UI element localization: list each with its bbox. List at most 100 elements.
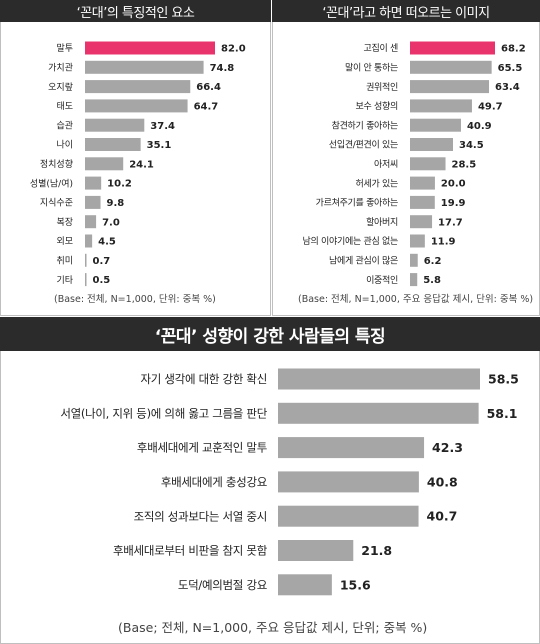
- traits-bar: [85, 273, 87, 287]
- traits-category-label: 성별(남/여): [30, 177, 73, 189]
- people-base-note: (Base; 전체, N=1,000, 주요 응답값 제시, 단위; 중복 %): [118, 620, 428, 635]
- image-bar: [410, 195, 435, 209]
- people-category-label: 후배세대에게 교훈적인 말투: [137, 441, 267, 455]
- image-category-label: 보수 성향의: [356, 100, 398, 112]
- people-value-label: 40.8: [427, 474, 458, 489]
- image-category-label: 할아버지: [366, 217, 398, 228]
- traits-bar: [85, 41, 215, 55]
- traits-bar: [85, 253, 87, 267]
- traits-bar: [85, 80, 191, 94]
- people-bar-chart: 자기 생각에 대한 강한 확신 58.5 서열(나이, 지위 등)에 의해 옳고 그…: [60, 368, 519, 596]
- image-value-label: 11.9: [431, 237, 456, 248]
- traits-bar: [85, 215, 97, 229]
- people-bar: [278, 471, 419, 493]
- traits-bar: [85, 118, 145, 132]
- people-bar: [278, 505, 419, 527]
- traits-category-label: 태도: [56, 101, 73, 112]
- people-category-label: 자기 생각에 대한 강한 확신: [140, 372, 267, 386]
- image-bar-chart: 고집이 센 68.2 말이 안 통하는 65.5 권위적인 63.4 보수 성향의 49.7 참…: [303, 41, 526, 286]
- traits-value-label: 66.4: [196, 82, 221, 93]
- traits-value-label: 7.0: [102, 217, 120, 228]
- traits-value-label: 37.4: [150, 121, 175, 132]
- image-category-label: 남에게 관심이 많은: [329, 256, 398, 267]
- image-value-label: 19.9: [441, 198, 466, 209]
- image-category-label: 허세가 있는: [356, 177, 398, 189]
- traits-category-label: 오지랖: [48, 81, 73, 93]
- traits-value-label: 0.7: [93, 256, 111, 267]
- image-value-label: 5.8: [423, 275, 441, 286]
- people-category-label: 도덕/예의범절 강요: [178, 578, 267, 592]
- traits-bar: [85, 195, 101, 209]
- image-bar: [410, 157, 446, 171]
- traits-value-label: 10.2: [107, 179, 132, 190]
- people-chart-panel: ‘꼰대’ 성향이 강한 사람들의 특징 자기 생각에 대한 강한 확신 58.5 서…: [0, 317, 540, 644]
- image-value-label: 63.4: [495, 82, 520, 93]
- people-bar: [278, 402, 479, 424]
- traits-bar: [85, 138, 141, 151]
- image-value-label: 65.5: [498, 63, 523, 74]
- image-bar: [410, 176, 435, 190]
- people-bar: [278, 368, 480, 390]
- traits-value-label: 9.8: [107, 198, 125, 209]
- image-bar: [410, 138, 453, 151]
- image-value-label: 40.9: [467, 121, 492, 132]
- traits-base-note: (Base: 전체, N=1,000, 단위: 중복 %): [54, 294, 216, 305]
- traits-value-label: 35.1: [147, 140, 172, 151]
- traits-value-label: 0.5: [93, 275, 111, 286]
- image-value-label: 49.7: [478, 102, 503, 113]
- people-bar: [278, 540, 354, 561]
- traits-value-label: 74.8: [210, 63, 235, 74]
- image-category-label: 가르쳐주기를 좋아하는: [316, 197, 398, 209]
- image-chart-panel: ‘꼰대’라고 하면 떠오르는 이미지 고집이 센 68.2 말이 안 통하는 65.5…: [272, 0, 540, 316]
- people-value-label: 42.3: [432, 440, 463, 455]
- traits-category-label: 나이: [56, 140, 73, 151]
- people-value-label: 40.7: [427, 509, 458, 524]
- image-category-label: 남의 이야기에는 관심 없는: [303, 236, 398, 247]
- people-category-label: 조직의 성과보다는 서열 중시: [134, 509, 267, 523]
- image-category-label: 이중적인: [366, 274, 398, 286]
- image-bar: [410, 60, 492, 74]
- image-category-label: 말이 안 통하는: [345, 62, 398, 74]
- traits-category-label: 습관: [56, 120, 73, 131]
- traits-category-label: 말투: [56, 42, 73, 54]
- traits-bar: [85, 99, 188, 113]
- people-category-label: 서열(나이, 지위 등)에 의해 옳고 그름을 판단: [60, 406, 267, 420]
- image-bar: [410, 80, 490, 94]
- people-category-label: 후배세대에게 충성강요: [161, 475, 267, 489]
- people-value-label: 58.1: [487, 406, 518, 421]
- image-value-label: 28.5: [452, 159, 477, 170]
- image-bar: [410, 234, 425, 248]
- traits-category-label: 복장: [56, 217, 73, 228]
- image-category-label: 선입견/편견이 있는: [329, 139, 398, 151]
- people-value-label: 58.5: [488, 372, 519, 387]
- image-bar: [410, 99, 472, 113]
- traits-value-label: 4.5: [98, 237, 116, 248]
- image-base-note: (Base: 전체, N=1,000, 주요 응답값 제시, 단위: 중복 %): [298, 294, 534, 305]
- people-bar: [278, 437, 425, 459]
- people-category-label: 후배세대로부터 비판을 참지 못함: [113, 544, 268, 558]
- traits-bar-chart: 말투 82.0 가치관 74.8 오지랖 66.4 태도 64.7 습관 37.4 나이 35.1 정치…: [30, 41, 246, 287]
- traits-category-label: 취미: [56, 256, 73, 267]
- traits-bar: [85, 176, 102, 190]
- image-value-label: 17.7: [438, 217, 463, 228]
- image-bar: [410, 41, 495, 55]
- traits-category-label: 기타: [56, 275, 73, 286]
- image-value-label: 68.2: [501, 44, 526, 55]
- traits-value-label: 82.0: [221, 44, 246, 55]
- people-bar: [278, 574, 332, 596]
- traits-value-label: 64.7: [194, 102, 219, 113]
- image-category-label: 권위적인: [366, 81, 398, 93]
- image-value-label: 34.5: [459, 140, 484, 151]
- image-value-label: 20.0: [441, 179, 466, 190]
- image-chart-title: ‘꼰대’라고 하면 떠오르는 이미지: [272, 0, 540, 22]
- people-chart-title: ‘꼰대’ 성향이 강한 사람들의 특징: [0, 317, 540, 351]
- traits-category-label: 지식수준: [40, 198, 73, 209]
- traits-category-label: 정치성향: [40, 158, 73, 170]
- traits-chart-panel: ‘꼰대’의 특징적인 요소 말투 82.0 가치관 74.8 오지랖 66.4 태도 64.7…: [0, 0, 271, 316]
- people-value-label: 15.6: [340, 577, 371, 592]
- traits-bar: [85, 60, 204, 74]
- image-category-label: 참견하기 좋아하는: [332, 119, 398, 131]
- traits-bar: [85, 234, 93, 248]
- image-bar: [410, 253, 418, 267]
- traits-value-label: 24.1: [129, 159, 154, 170]
